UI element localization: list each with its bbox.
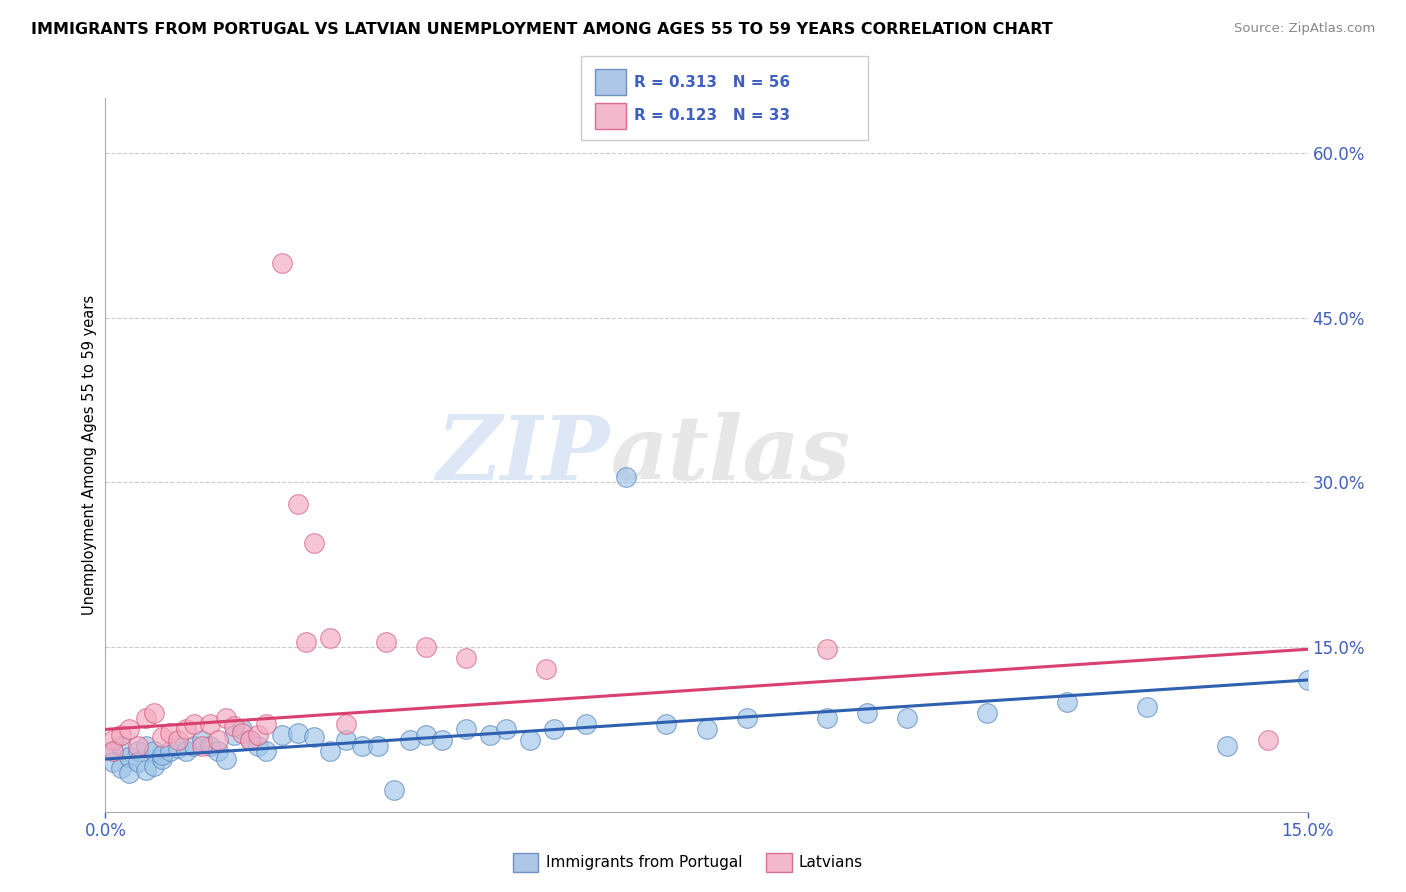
Point	[231, 725, 253, 739]
Point	[214, 752, 236, 766]
Point	[142, 744, 165, 758]
Point	[118, 749, 141, 764]
Point	[198, 717, 221, 731]
Point	[142, 706, 165, 720]
Point	[127, 756, 149, 770]
Point	[207, 733, 229, 747]
Point	[110, 761, 132, 775]
Point	[896, 711, 918, 725]
Text: atlas: atlas	[610, 412, 851, 498]
Point	[696, 723, 718, 737]
Point	[254, 744, 277, 758]
Point	[319, 744, 342, 758]
Point	[214, 711, 236, 725]
Point	[616, 470, 638, 484]
Point	[110, 728, 132, 742]
Text: R = 0.123   N = 33: R = 0.123 N = 33	[634, 109, 790, 123]
Point	[118, 723, 141, 737]
Point	[183, 717, 205, 731]
Point	[103, 756, 125, 770]
Point	[246, 728, 269, 742]
Point	[454, 723, 477, 737]
Point	[190, 733, 212, 747]
Point	[270, 256, 292, 270]
Point	[382, 782, 405, 797]
Text: Latvians: Latvians	[799, 855, 863, 870]
Point	[287, 725, 309, 739]
Point	[174, 723, 197, 737]
Text: Immigrants from Portugal: Immigrants from Portugal	[546, 855, 742, 870]
Point	[495, 723, 517, 737]
Point	[350, 739, 373, 753]
Point	[103, 744, 125, 758]
Point	[270, 728, 292, 742]
Point	[374, 634, 398, 648]
Point	[135, 739, 157, 753]
Point	[479, 728, 502, 742]
Point	[287, 497, 309, 511]
Point	[135, 763, 157, 777]
Point	[190, 739, 212, 753]
Point	[319, 632, 342, 646]
Point	[246, 739, 269, 753]
Point	[183, 739, 205, 753]
Point	[159, 744, 181, 758]
Point	[367, 739, 389, 753]
Point	[335, 733, 357, 747]
Y-axis label: Unemployment Among Ages 55 to 59 years: Unemployment Among Ages 55 to 59 years	[82, 295, 97, 615]
Point	[1296, 673, 1319, 687]
Point	[815, 711, 838, 725]
Point	[150, 730, 173, 744]
Point	[135, 711, 157, 725]
Text: ZIP: ZIP	[437, 412, 610, 498]
Point	[1216, 739, 1239, 753]
Point	[454, 651, 477, 665]
Point	[519, 733, 541, 747]
Point	[118, 766, 141, 780]
Point	[976, 706, 998, 720]
Point	[239, 733, 262, 747]
Point	[207, 744, 229, 758]
Point	[430, 733, 453, 747]
Point	[150, 747, 173, 762]
Point	[735, 711, 758, 725]
Point	[855, 706, 877, 720]
Point	[166, 741, 188, 756]
Point	[534, 662, 557, 676]
Point	[302, 730, 325, 744]
Point	[110, 739, 132, 753]
Point	[302, 535, 325, 549]
Point	[222, 728, 245, 742]
Point	[103, 733, 125, 747]
Point	[295, 634, 318, 648]
Point	[231, 723, 253, 737]
Point	[150, 752, 173, 766]
Point	[159, 725, 181, 739]
Text: R = 0.313   N = 56: R = 0.313 N = 56	[634, 75, 790, 89]
Point	[222, 719, 245, 733]
Point	[399, 733, 422, 747]
Point	[198, 739, 221, 753]
Point	[174, 744, 197, 758]
Point	[239, 733, 262, 747]
Point	[543, 723, 565, 737]
Point	[415, 728, 437, 742]
Point	[575, 717, 598, 731]
Point	[103, 744, 125, 758]
Point	[1056, 695, 1078, 709]
Point	[655, 717, 678, 731]
Point	[166, 733, 188, 747]
Point	[1257, 733, 1279, 747]
Text: IMMIGRANTS FROM PORTUGAL VS LATVIAN UNEMPLOYMENT AMONG AGES 55 TO 59 YEARS CORRE: IMMIGRANTS FROM PORTUGAL VS LATVIAN UNEM…	[31, 22, 1053, 37]
Point	[1136, 700, 1159, 714]
Point	[127, 739, 149, 753]
Point	[335, 717, 357, 731]
Point	[254, 717, 277, 731]
Point	[142, 758, 165, 772]
Point	[415, 640, 437, 654]
Point	[127, 744, 149, 758]
Text: Source: ZipAtlas.com: Source: ZipAtlas.com	[1234, 22, 1375, 36]
Point	[815, 642, 838, 657]
